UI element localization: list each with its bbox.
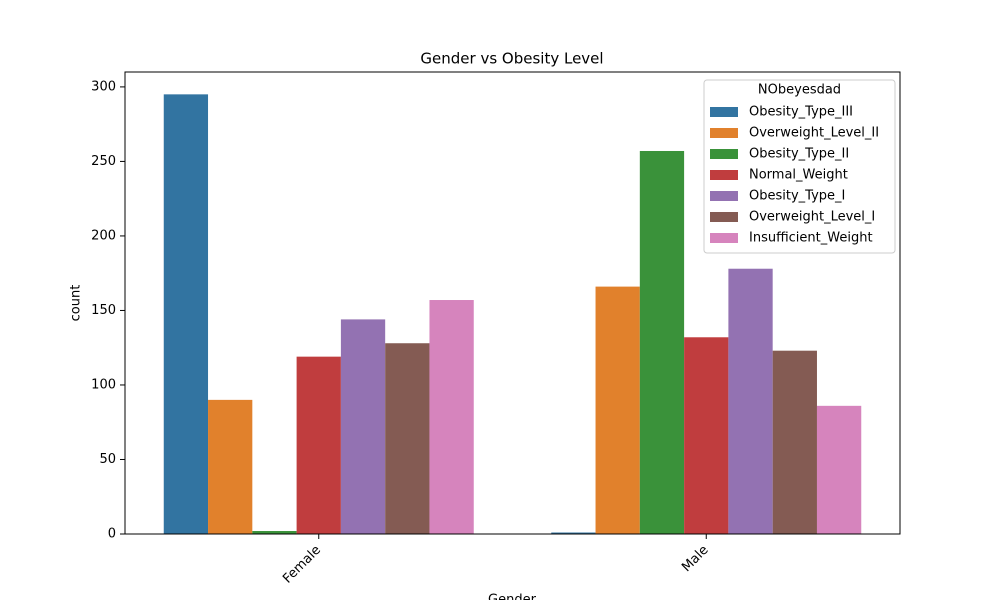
legend-box bbox=[703, 79, 896, 254]
legend-swatch bbox=[710, 107, 738, 117]
legend-label: Normal_Weight bbox=[749, 168, 848, 183]
y-tick-label: 0 bbox=[108, 527, 116, 542]
legend-swatch bbox=[710, 212, 738, 222]
bar bbox=[684, 337, 729, 534]
y-tick-label: 50 bbox=[99, 452, 116, 467]
plot-frame bbox=[124, 71, 901, 535]
legend-label: Overweight_Level_II bbox=[749, 126, 879, 141]
legend-title: NObeyesdad bbox=[758, 83, 841, 98]
legend-label: Insufficient_Weight bbox=[749, 231, 873, 246]
bar bbox=[252, 531, 297, 534]
x-axis-label: Gender bbox=[488, 593, 537, 600]
bar bbox=[595, 286, 640, 534]
legend: NObeyesdad Obesity_Type_III Overweight_Lev… bbox=[703, 79, 896, 254]
legend-label: Overweight_Level_I bbox=[749, 210, 875, 225]
bar bbox=[639, 150, 685, 534]
y-tick-label: 150 bbox=[91, 303, 116, 318]
legend-swatch bbox=[710, 191, 738, 201]
y-tick-label: 200 bbox=[91, 228, 116, 243]
y-tick-label: 250 bbox=[91, 154, 116, 169]
bar bbox=[551, 532, 596, 534]
bar bbox=[772, 350, 817, 534]
x-tick-label: Female bbox=[280, 543, 324, 587]
legend-label: Obesity_Type_I bbox=[749, 189, 845, 204]
x-tick-label: Male bbox=[679, 543, 711, 575]
legend-swatch bbox=[710, 170, 738, 180]
legend-label: Obesity_Type_III bbox=[749, 105, 853, 120]
y-tick-label: 100 bbox=[91, 377, 116, 392]
chart-title: Gender vs Obesity Level bbox=[420, 50, 603, 68]
bar bbox=[728, 268, 773, 534]
bar bbox=[163, 94, 209, 535]
legend-label: Obesity_Type_II bbox=[749, 147, 849, 162]
bar bbox=[208, 399, 253, 534]
legend-swatch bbox=[710, 149, 738, 159]
bar bbox=[340, 319, 386, 534]
bar bbox=[296, 356, 341, 534]
bar bbox=[385, 343, 430, 534]
legend-swatch bbox=[710, 233, 738, 243]
legend-swatch bbox=[710, 128, 738, 138]
bar bbox=[429, 300, 474, 534]
bar bbox=[816, 405, 862, 534]
y-axis-label: count bbox=[69, 285, 84, 322]
y-tick-label: 300 bbox=[91, 79, 116, 94]
